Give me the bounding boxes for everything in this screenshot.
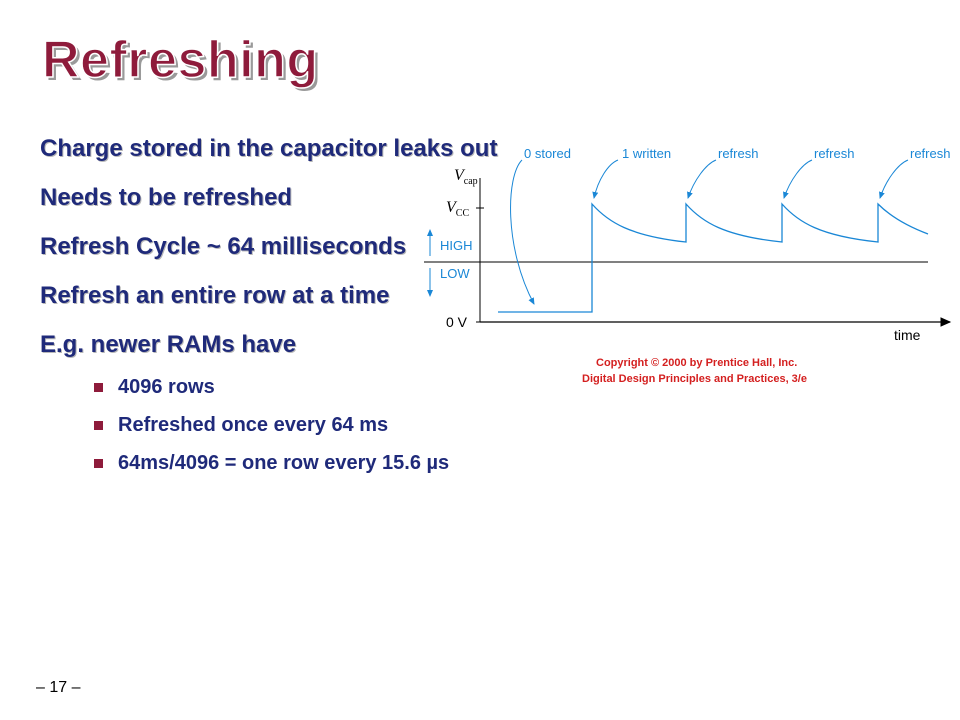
zero-v-label: 0 V <box>446 314 468 330</box>
zero-stored-label: 0 stored <box>524 146 571 161</box>
refresh-arrow-1 <box>687 159 717 199</box>
sub-bullet-text: 64ms/4096 = one row every 15.6 µs <box>118 452 450 474</box>
vcc-label: VCC <box>446 199 469 219</box>
bullet-item: Refresh Cycle ~ 64 milliseconds <box>40 233 407 260</box>
high-label: HIGH <box>440 238 473 253</box>
square-bullet-icon <box>94 421 103 430</box>
capacitor-voltage-diagram: Vcap VCC HIGH LOW 0 V time 0 stored 1 wr… <box>424 146 952 385</box>
square-bullet-icon <box>94 383 103 392</box>
copyright-line-2: Digital Design Principles and Practices,… <box>582 373 807 385</box>
refresh-arrow-3 <box>879 159 909 199</box>
sub-bullet-list: 4096 rows Refreshed once every 64 ms 64m… <box>40 374 500 476</box>
bullet-item: Needs to be refreshed <box>40 184 293 211</box>
refresh-arrow-2 <box>783 159 813 199</box>
one-written-label: 1 written <box>622 146 671 161</box>
low-label: LOW <box>440 266 470 281</box>
sub-bullet-text: 4096 rows <box>118 376 215 398</box>
bullet-item: E.g. newer RAMs have <box>40 331 297 358</box>
zero-stored-arrow <box>510 159 535 305</box>
refresh-label: refresh <box>718 146 758 161</box>
sub-bullet-item: 4096 rows <box>40 374 500 400</box>
refresh-label: refresh <box>814 146 854 161</box>
copyright-line-1: Copyright © 2000 by Prentice Hall, Inc. <box>596 357 797 369</box>
slide-title: Refreshing <box>41 30 319 90</box>
sub-bullet-item: 64ms/4096 = one row every 15.6 µs <box>40 450 500 476</box>
bullet-list: Charge stored in the capacitor leaks out… <box>40 134 500 488</box>
voltage-waveform <box>498 202 929 313</box>
sub-bullet-text: Refreshed once every 64 ms <box>118 414 389 436</box>
square-bullet-icon <box>94 459 103 468</box>
time-label: time <box>894 327 921 343</box>
refresh-label: refresh <box>910 146 950 161</box>
one-written-arrow <box>592 159 619 199</box>
bullet-item: Charge stored in the capacitor leaks out <box>40 135 498 162</box>
bullet-item: Refresh an entire row at a time <box>40 282 390 309</box>
sub-bullet-item: Refreshed once every 64 ms <box>40 412 500 438</box>
vcap-label: Vcap <box>454 167 478 187</box>
page-number: – 17 – <box>36 679 81 696</box>
